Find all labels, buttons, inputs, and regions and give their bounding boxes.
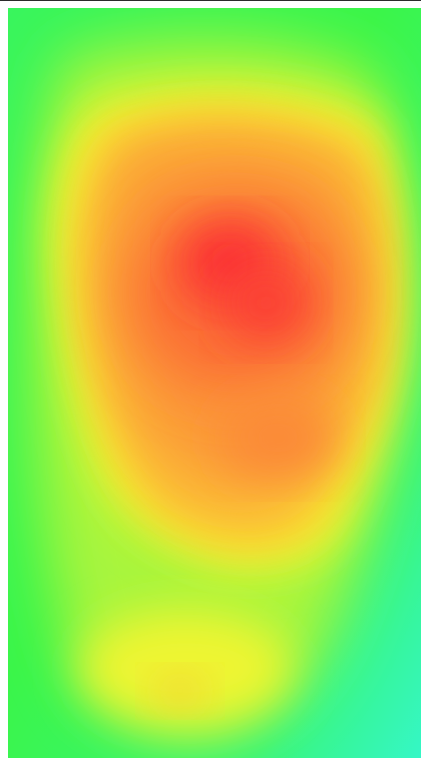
heatmap-canvas [8, 8, 421, 758]
heat-level-yellow-lower [81, 610, 291, 726]
heat-level-orange-lobe [223, 398, 333, 478]
heat-level-small-spot [152, 673, 208, 709]
attention-heatmap [8, 8, 421, 758]
heat-level-red-2 [224, 265, 308, 341]
top-border [0, 0, 421, 7]
